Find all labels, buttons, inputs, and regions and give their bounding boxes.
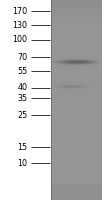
Text: 35: 35 [17, 94, 28, 103]
Text: 100: 100 [13, 36, 28, 45]
Bar [0, 0, 51, 200]
Text: 10: 10 [18, 158, 28, 168]
Text: 25: 25 [17, 110, 28, 119]
Text: 70: 70 [17, 52, 28, 62]
Text: 55: 55 [17, 66, 28, 75]
Text: 130: 130 [13, 21, 28, 29]
Text: 40: 40 [18, 83, 28, 92]
Text: 170: 170 [12, 6, 28, 16]
Text: 15: 15 [17, 142, 28, 152]
